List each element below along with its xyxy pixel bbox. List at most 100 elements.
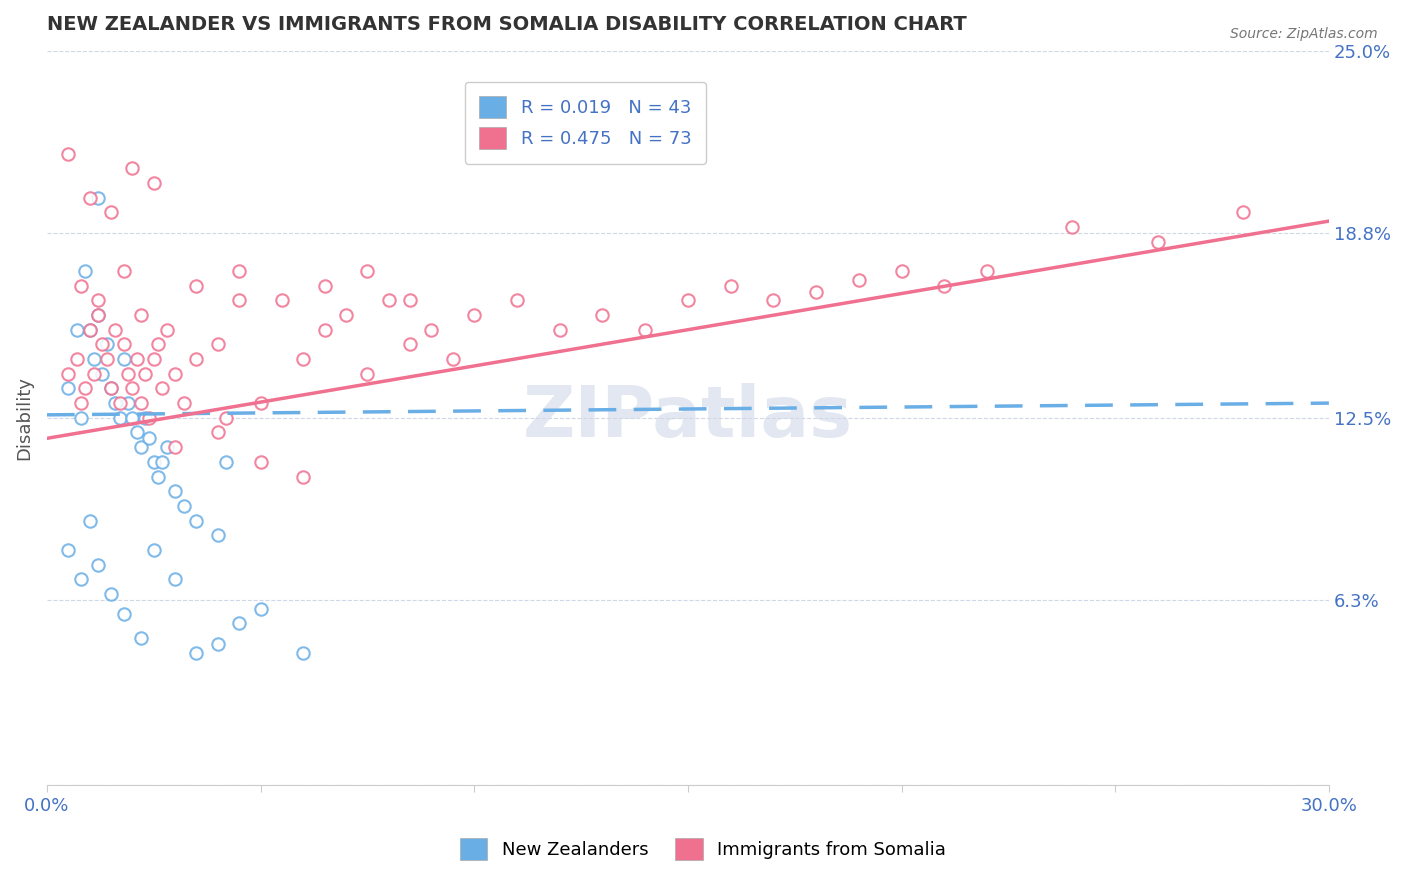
Point xyxy=(441,352,464,367)
Point xyxy=(83,352,105,367)
Legend: New Zealanders, Immigrants from Somalia: New Zealanders, Immigrants from Somalia xyxy=(446,823,960,874)
Point xyxy=(676,293,699,308)
Point xyxy=(271,293,294,308)
Point xyxy=(215,455,238,469)
Point xyxy=(91,337,114,351)
Point xyxy=(96,352,118,367)
Point xyxy=(58,542,80,557)
Text: Source: ZipAtlas.com: Source: ZipAtlas.com xyxy=(1230,27,1378,41)
Point xyxy=(314,278,336,293)
Point xyxy=(87,558,110,572)
Point xyxy=(591,308,613,322)
Point xyxy=(79,191,101,205)
Point xyxy=(463,308,485,322)
Point xyxy=(70,572,93,586)
Point xyxy=(292,646,315,660)
Point xyxy=(112,607,135,622)
Point xyxy=(173,499,195,513)
Point xyxy=(335,308,357,322)
Text: ZIPatlas: ZIPatlas xyxy=(523,384,853,452)
Point xyxy=(142,455,165,469)
Point xyxy=(165,367,187,381)
Point xyxy=(976,264,998,278)
Point xyxy=(207,337,229,351)
Text: NEW ZEALANDER VS IMMIGRANTS FROM SOMALIA DISABILITY CORRELATION CHART: NEW ZEALANDER VS IMMIGRANTS FROM SOMALIA… xyxy=(46,15,967,34)
Point xyxy=(58,146,80,161)
Point xyxy=(186,278,208,293)
Point xyxy=(58,367,80,381)
Point xyxy=(58,381,80,395)
Point xyxy=(165,484,187,499)
Point xyxy=(87,293,110,308)
Point xyxy=(186,514,208,528)
Point xyxy=(173,396,195,410)
Point xyxy=(848,273,870,287)
Point xyxy=(165,572,187,586)
Point xyxy=(112,337,135,351)
Point xyxy=(79,323,101,337)
Point xyxy=(1062,219,1084,234)
Point xyxy=(100,381,122,395)
Point xyxy=(129,396,152,410)
Point xyxy=(87,191,110,205)
Point xyxy=(79,323,101,337)
Point xyxy=(506,293,529,308)
Point xyxy=(186,352,208,367)
Point xyxy=(75,264,97,278)
Point xyxy=(228,293,250,308)
Point xyxy=(1232,205,1254,219)
Point xyxy=(138,431,160,445)
Point xyxy=(83,367,105,381)
Point xyxy=(112,264,135,278)
Point xyxy=(804,285,827,299)
Point xyxy=(100,205,122,219)
Point xyxy=(634,323,657,337)
Point xyxy=(146,469,169,483)
Point xyxy=(104,396,127,410)
Point xyxy=(121,410,143,425)
Point xyxy=(548,323,571,337)
Point xyxy=(186,646,208,660)
Point xyxy=(720,278,742,293)
Point xyxy=(134,410,156,425)
Point xyxy=(117,396,139,410)
Point xyxy=(66,352,89,367)
Point xyxy=(377,293,399,308)
Point xyxy=(356,264,378,278)
Point xyxy=(117,367,139,381)
Point xyxy=(399,337,422,351)
Point xyxy=(249,601,271,615)
Point xyxy=(420,323,443,337)
Point xyxy=(129,440,152,454)
Point xyxy=(207,528,229,542)
Point xyxy=(249,396,271,410)
Y-axis label: Disability: Disability xyxy=(15,376,32,459)
Point xyxy=(155,323,177,337)
Point xyxy=(125,425,148,440)
Point xyxy=(104,323,127,337)
Point xyxy=(292,352,315,367)
Point xyxy=(100,381,122,395)
Point xyxy=(138,410,160,425)
Point xyxy=(228,264,250,278)
Point xyxy=(108,410,131,425)
Point xyxy=(66,323,89,337)
Legend: R = 0.019   N = 43, R = 0.475   N = 73: R = 0.019 N = 43, R = 0.475 N = 73 xyxy=(465,82,706,164)
Point xyxy=(121,161,143,176)
Point xyxy=(142,352,165,367)
Point xyxy=(249,455,271,469)
Point xyxy=(215,410,238,425)
Point xyxy=(165,440,187,454)
Point xyxy=(70,410,93,425)
Point xyxy=(207,637,229,651)
Point xyxy=(91,367,114,381)
Point xyxy=(96,337,118,351)
Point xyxy=(150,455,173,469)
Point xyxy=(70,396,93,410)
Point xyxy=(155,440,177,454)
Point xyxy=(142,176,165,190)
Point xyxy=(292,469,315,483)
Point xyxy=(890,264,912,278)
Point xyxy=(356,367,378,381)
Point xyxy=(228,616,250,631)
